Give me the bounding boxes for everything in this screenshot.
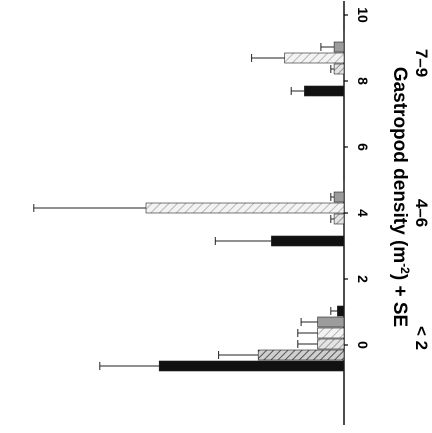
bar bbox=[317, 316, 345, 328]
axis-label-title: Gastropod density bbox=[389, 67, 410, 235]
bar bbox=[284, 52, 345, 64]
labels: Gastropod density (m-2) + SE bbox=[389, 67, 412, 327]
category-label: 7–9 bbox=[412, 49, 431, 77]
tick-label: 8 bbox=[355, 77, 371, 85]
axes: 0 2 4 6 8 10 bbox=[343, 1, 371, 425]
bar bbox=[145, 202, 345, 214]
bar bbox=[333, 63, 345, 75]
bar bbox=[317, 338, 345, 350]
tick-label: 2 bbox=[355, 275, 371, 283]
axis-label-main: Gastropod density (m-2) + SE bbox=[389, 67, 412, 327]
bar bbox=[337, 305, 345, 317]
bar bbox=[333, 191, 345, 203]
bars: < 2 4–6 7–9 bbox=[145, 30, 431, 372]
bar bbox=[257, 349, 345, 361]
bar bbox=[158, 360, 345, 372]
bar bbox=[333, 41, 345, 53]
bar bbox=[271, 235, 345, 247]
bar bbox=[304, 85, 345, 97]
tick-label: 6 bbox=[355, 143, 371, 151]
error-bars bbox=[33, 43, 338, 370]
axis-label-unit-sup: -2 bbox=[398, 263, 412, 274]
tick-label: 0 bbox=[355, 341, 371, 349]
tick-label: 4 bbox=[355, 209, 371, 217]
axis-label-unit-end: ) + SE bbox=[389, 274, 410, 327]
category-label: 4–6 bbox=[412, 199, 431, 227]
axis-label-unit-base: (m bbox=[389, 240, 410, 263]
bar bbox=[333, 213, 345, 225]
category-label: < 2 bbox=[412, 326, 431, 350]
tick-label: 10 bbox=[355, 7, 371, 23]
bar bbox=[317, 327, 345, 339]
